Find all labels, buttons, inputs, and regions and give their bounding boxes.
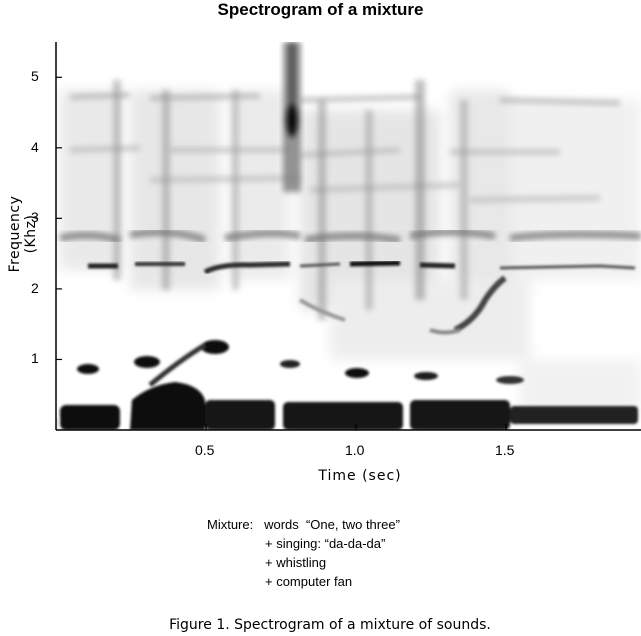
mixture-item-whistling: + whistling <box>265 555 327 570</box>
y-axis-label: Frequency (Khz) <box>7 195 39 273</box>
chart-title: Spectrogram of a mixture <box>217 0 424 19</box>
mixture-item-words: words “One, two three” <box>264 517 400 532</box>
x-axis-label: Time (sec) <box>318 468 402 484</box>
x-tick-label: 0.5 <box>195 442 215 458</box>
mixture-item-fan: + computer fan <box>265 574 353 589</box>
mixture-label: Mixture: <box>207 517 254 532</box>
y-tick-label: 4 <box>31 138 39 155</box>
y-tick-label: 5 <box>31 68 39 85</box>
x-tick-label: 1.0 <box>345 442 365 458</box>
x-tick-label: 1.5 <box>495 442 515 458</box>
y-tick-label: 1 <box>31 350 39 367</box>
y-tick-label: 3 <box>31 209 39 226</box>
spectrogram-image <box>56 42 641 430</box>
mixture-description: Mixture: words “One, two three” + singin… <box>207 515 400 591</box>
axis-ticks <box>56 76 507 430</box>
figure-caption: Figure 1. Spectrogram of a mixture of so… <box>169 617 491 633</box>
y-tick-label: 2 <box>31 279 39 296</box>
mixture-line-1: Mixture: words “One, two three” <box>207 515 400 534</box>
mixture-item-singing: + singing: “da-da-da” <box>265 536 386 551</box>
